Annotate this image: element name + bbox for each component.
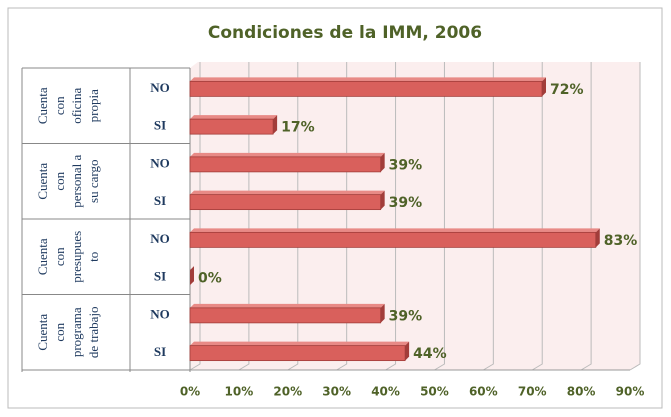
- group-label: con: [52, 322, 67, 341]
- plot-area: [190, 62, 640, 370]
- bar-side: [380, 190, 385, 210]
- x-tick-label: 0%: [180, 385, 200, 399]
- bar-side: [542, 77, 546, 97]
- x-tick-label: 70%: [518, 385, 547, 399]
- bar: [189, 118, 274, 135]
- bar-side: [405, 341, 410, 361]
- bar-side: [190, 266, 194, 286]
- category-label: SI: [154, 193, 166, 208]
- chart-title: Condiciones de la IMM, 2006: [208, 23, 482, 43]
- group-label: to: [86, 252, 101, 262]
- group-label: Cuenta: [35, 87, 50, 124]
- category-label: SI: [154, 269, 166, 284]
- bar-top: [190, 115, 278, 120]
- group-label: con: [52, 96, 67, 115]
- group-label: oficina: [69, 87, 84, 123]
- group-label: de trabajo: [86, 306, 101, 358]
- grid-line: [580, 62, 592, 371]
- x-tick-label: 40%: [371, 385, 400, 399]
- value-label: 72%: [550, 82, 584, 98]
- grid-line: [531, 62, 543, 371]
- group-label: programa: [69, 307, 84, 357]
- value-label: 39%: [389, 308, 423, 324]
- bar: [189, 345, 406, 362]
- category-label: NO: [150, 80, 170, 95]
- group-label: su cargo: [86, 160, 101, 203]
- value-label: 17%: [281, 120, 315, 136]
- value-label: 0%: [198, 271, 222, 287]
- value-label: 39%: [389, 195, 423, 211]
- value-label: 83%: [604, 233, 638, 249]
- bar-side: [595, 228, 600, 248]
- bar: [189, 80, 543, 97]
- group-label: personal a: [69, 154, 84, 207]
- x-tick-label: 20%: [273, 385, 302, 399]
- bar-side: [380, 152, 385, 172]
- group-label: Cuenta: [35, 163, 50, 200]
- group-label: Cuenta: [35, 314, 50, 351]
- category-label: NO: [150, 155, 170, 170]
- x-tick-label: 80%: [567, 385, 596, 399]
- bar-side: [273, 115, 278, 135]
- x-tick-label: 90%: [616, 385, 645, 399]
- bar: [189, 156, 382, 173]
- value-label: 39%: [389, 157, 423, 173]
- grid-line: [385, 62, 397, 371]
- category-label: NO: [150, 231, 170, 246]
- bar-top: [190, 228, 600, 233]
- x-tick-label: 10%: [225, 385, 254, 399]
- group-label: propia: [86, 89, 101, 122]
- x-tick-label: 50%: [420, 385, 449, 399]
- group-label: Cuenta: [35, 238, 50, 275]
- group-label: con: [52, 247, 67, 266]
- bar-top: [190, 190, 385, 195]
- category-label: SI: [154, 118, 166, 133]
- bar-top: [190, 303, 385, 308]
- category-label: SI: [154, 344, 166, 359]
- bar-top: [190, 77, 546, 82]
- x-tick-label: 60%: [469, 385, 498, 399]
- x-tick-label: 30%: [322, 385, 351, 399]
- bar: [189, 307, 382, 324]
- category-label: NO: [150, 306, 170, 321]
- grid-line: [483, 62, 494, 371]
- value-label: 44%: [413, 346, 447, 362]
- bar-top: [190, 152, 385, 157]
- grid-line: [434, 62, 445, 371]
- bar: [189, 194, 382, 211]
- group-label: presupues: [69, 231, 84, 283]
- grid-line: [629, 62, 641, 371]
- bar-side: [380, 303, 385, 323]
- bar: [189, 231, 597, 248]
- group-label: con: [52, 171, 67, 190]
- bar-top: [190, 341, 410, 346]
